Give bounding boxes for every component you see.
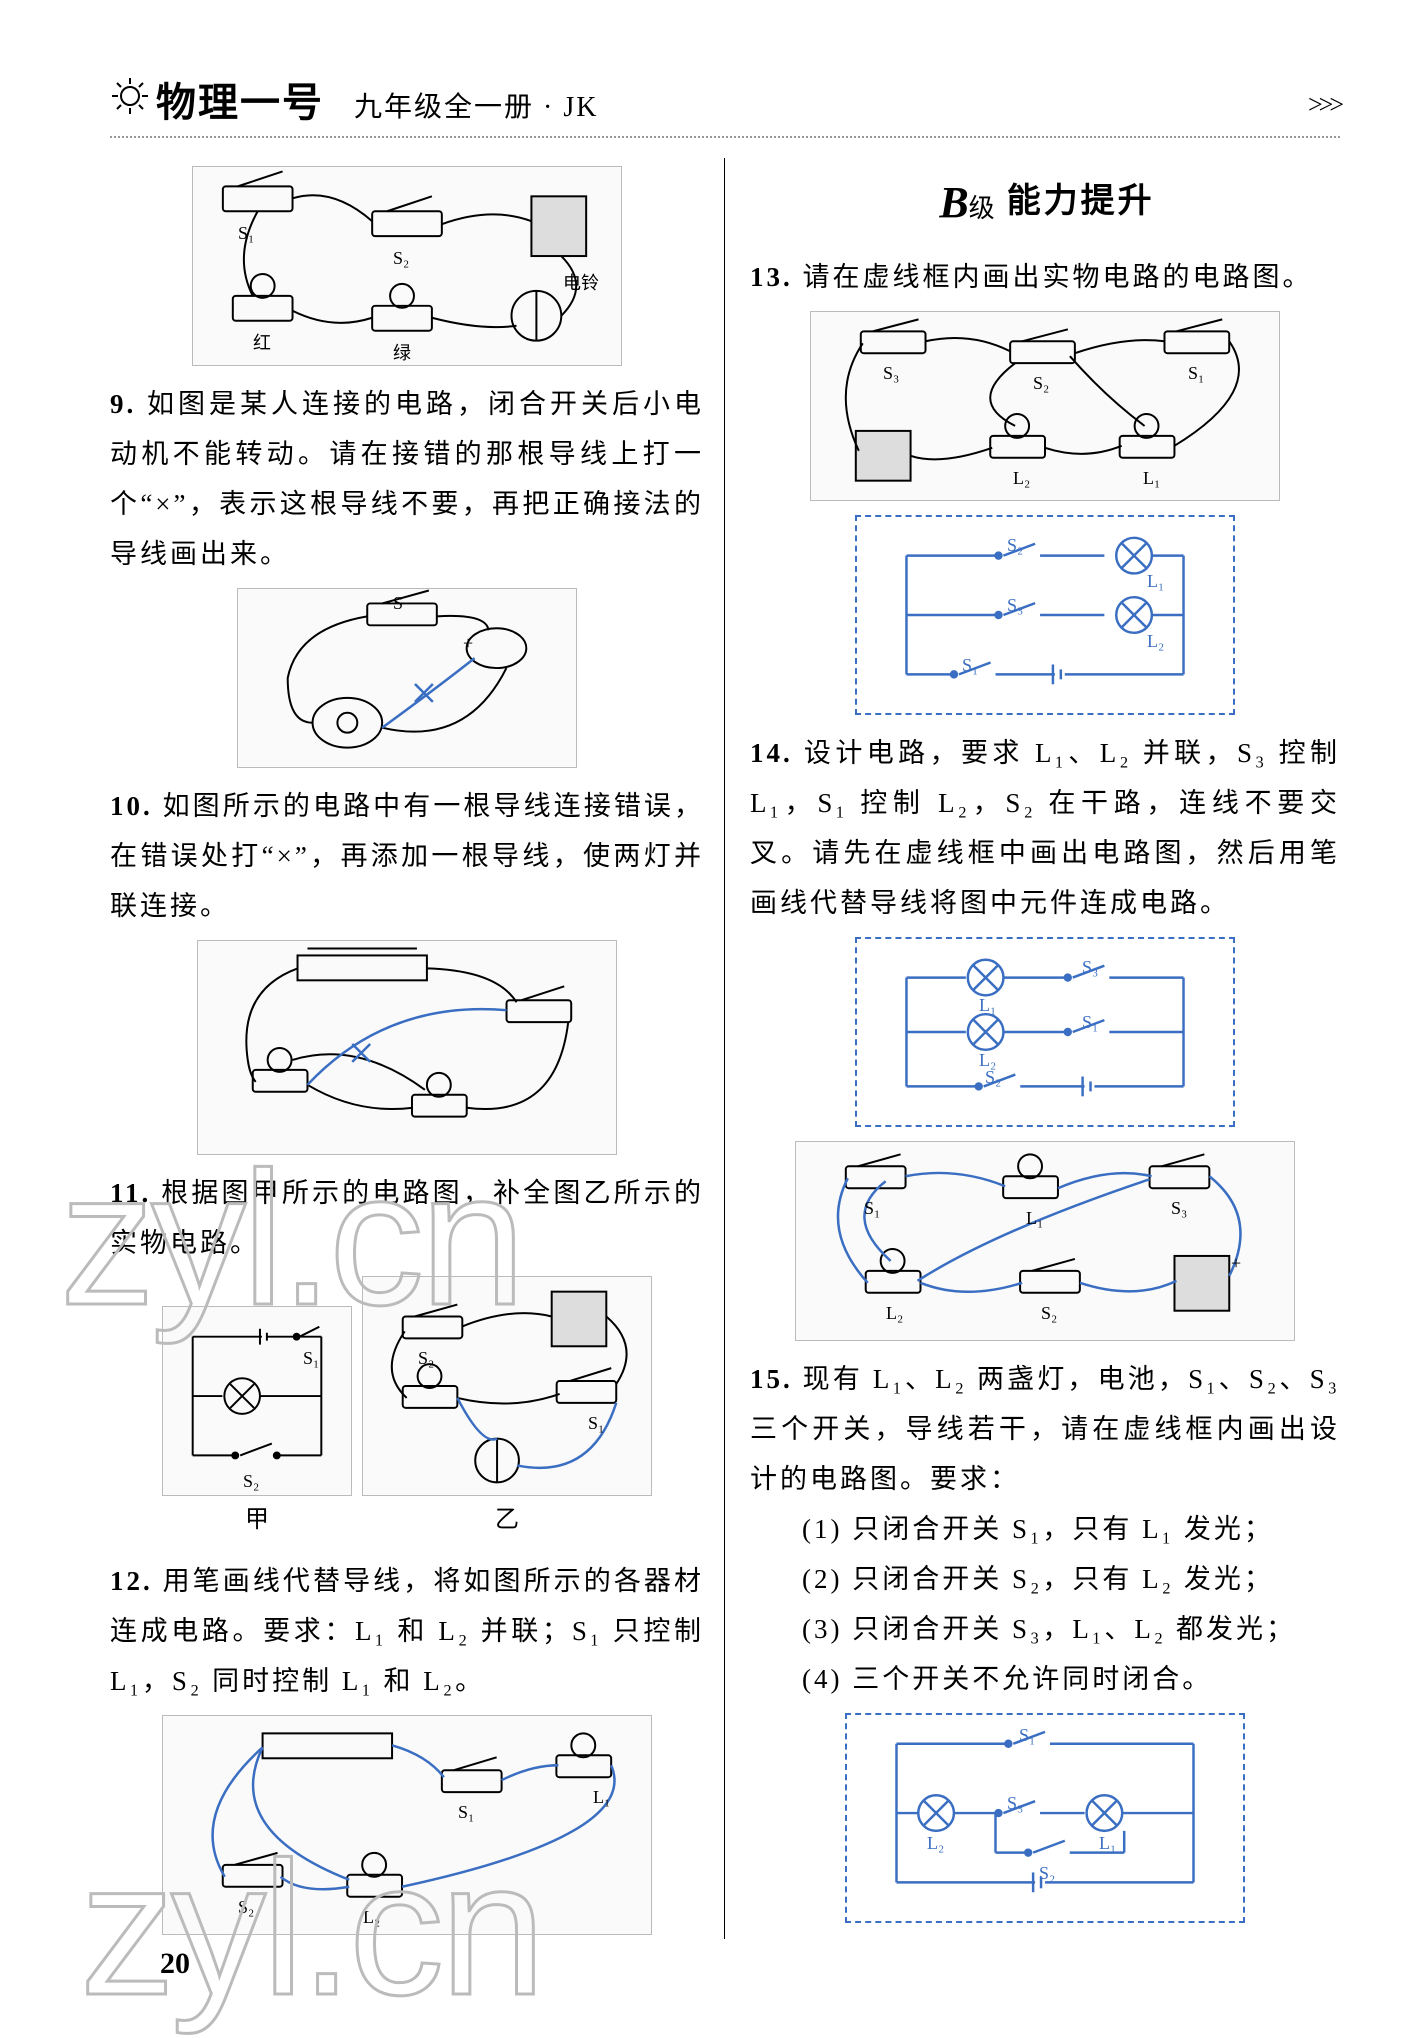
q15-s1: S₁: [1019, 1719, 1035, 1752]
q15-s2: S₂: [1039, 1857, 1055, 1890]
q13b-l1: L₁: [1147, 565, 1164, 598]
q14-text: 设计电路，要求 L₁、L₂ 并联，S₃ 控制 L₁，S₁ 控制 L₂，S₂ 在干…: [750, 738, 1340, 918]
label-s: S: [393, 587, 403, 620]
figure-q13-top: S₃ S₂ S₁ L₂ L₁: [750, 311, 1340, 501]
label-bell: 电铃: [563, 267, 599, 300]
question-10: 10. 如图所示的电路中有一根导线连接错误，在错误处打“×”，再添加一根导线，使…: [110, 782, 704, 932]
q11-text: 根据图甲所示的电路图，补全图乙所示的实物电路。: [110, 1178, 704, 1258]
label-s1: S₁: [238, 217, 254, 250]
q12-l2: L₂: [363, 1901, 380, 1934]
q14t-s2: S₂: [985, 1061, 1001, 1094]
figure-q14-top: L₁ S₃ L₂ S₁ S₂: [750, 937, 1340, 1127]
q12-s1: S₁: [458, 1796, 474, 1829]
q11b-caption: 乙: [362, 1498, 652, 1542]
q14b-s2: S₂: [1041, 1297, 1057, 1330]
q13b-s2: S₂: [1007, 529, 1023, 562]
figure-q14-bot: S₁ L₁ S₃ L₂ S₂ +: [750, 1141, 1340, 1341]
q10-text: 如图所示的电路中有一根导线连接错误，在错误处打“×”，再添加一根导线，使两灯并联…: [110, 791, 704, 921]
q15-text: 现有 L₁、L₂ 两盏灯，电池，S₁、S₂、S₃ 三个开关，导线若干，请在虚线框…: [750, 1364, 1340, 1494]
page: 物理一号 九年级全一册 · JK >>>: [0, 0, 1420, 2031]
q13t-s2: S₂: [1033, 367, 1049, 400]
content-columns: S₁ S₂ 红 绿 电铃 9. 如图是某人连接的电路，闭合开关后小电动机不能转动…: [110, 158, 1340, 1939]
left-column: S₁ S₂ 红 绿 电铃 9. 如图是某人连接的电路，闭合开关后小电动机不能转动…: [110, 158, 725, 1939]
q10-number: 10.: [110, 791, 153, 821]
question-14: 14. 设计电路，要求 L₁、L₂ 并联，S₃ 控制 L₁，S₁ 控制 L₂，S…: [750, 729, 1340, 929]
q11a-caption: 甲: [162, 1498, 352, 1542]
q14t-s1: S₁: [1082, 1006, 1098, 1039]
badge-sub: 级: [969, 194, 995, 223]
label-s2: S₂: [393, 242, 409, 275]
q12-text: 用笔画线代替导线，将如图所示的各器材连成电路。要求：L₁ 和 L₂ 并联；S₁ …: [110, 1566, 704, 1696]
q15-item-2: (2) 只闭合开关 S₂，只有 L₂ 发光；: [750, 1555, 1340, 1605]
badge-b: B: [935, 178, 972, 227]
lightbulb-icon: [110, 76, 150, 116]
q12-l1: L₁: [593, 1781, 610, 1814]
q9-text: 如图是某人连接的电路，闭合开关后小电动机不能转动。请在接错的那根导线上打一个“×…: [110, 389, 704, 569]
q11-number: 11.: [110, 1178, 151, 1208]
q15-item-3: (3) 只闭合开关 S₃，L₁、L₂ 都发光；: [750, 1605, 1340, 1655]
figure-q13-bot: S₂ L₁ S₃ L₂ S₁: [750, 515, 1340, 715]
figure-q11: S₁ S₂ 甲: [110, 1276, 704, 1542]
figure-q9: S +: [110, 588, 704, 768]
q14b-l1: L₁: [1026, 1202, 1043, 1235]
page-header: 物理一号 九年级全一册 · JK: [110, 70, 1340, 138]
q14b-plus: +: [1231, 1247, 1241, 1280]
q11a-s1: S₁: [303, 1342, 319, 1375]
q14b-s1: S₁: [864, 1192, 880, 1225]
q14b-l2: L₂: [886, 1297, 903, 1330]
q15-item-4: (4) 三个开关不允许同时闭合。: [750, 1655, 1340, 1705]
q15-l2: L₂: [927, 1827, 944, 1860]
question-13: 13. 请在虚线框内画出实物电路的电路图。: [750, 253, 1340, 303]
chevron-right-icon: >>>: [1308, 90, 1340, 120]
question-11: 11. 根据图甲所示的电路图，补全图乙所示的实物电路。: [110, 1169, 704, 1269]
q11b-s1: S₁: [588, 1407, 604, 1440]
q13b-l2: L₂: [1147, 625, 1164, 658]
q13t-l2: L₂: [1013, 462, 1030, 495]
section-b-title: 能力提升: [1007, 171, 1155, 234]
book-title: 物理一号: [156, 70, 324, 128]
q15-l1: L₁: [1099, 1827, 1116, 1860]
q14t-l1: L₁: [979, 989, 996, 1022]
question-12: 12. 用笔画线代替导线，将如图所示的各器材连成电路。要求：L₁ 和 L₂ 并联…: [110, 1557, 704, 1707]
q13t-s1: S₁: [1188, 357, 1204, 390]
q14b-s3: S₃: [1171, 1192, 1187, 1225]
figure-top: S₁ S₂ 红 绿 电铃: [110, 166, 704, 366]
q15-s3: S₃: [1007, 1787, 1023, 1820]
q14t-s3: S₃: [1082, 951, 1098, 984]
q13b-s3: S₃: [1007, 589, 1023, 622]
question-9: 9. 如图是某人连接的电路，闭合开关后小电动机不能转动。请在接错的那根导线上打一…: [110, 380, 704, 580]
q13-text: 请在虚线框内画出实物电路的电路图。: [803, 262, 1313, 292]
q13t-s3: S₃: [883, 357, 899, 390]
figure-q10: [110, 940, 704, 1155]
figure-q15: S₁ L₂ S₃ L₁ S₂: [750, 1713, 1340, 1923]
book-subtitle: 九年级全一册 · JK: [354, 85, 598, 125]
q12-number: 12.: [110, 1566, 153, 1596]
label-plus: +: [463, 627, 473, 660]
q13t-l1: L₁: [1143, 462, 1160, 495]
figure-q12: L₁ L₂ S₁ S₂: [110, 1715, 704, 1935]
q13-number: 13.: [750, 262, 793, 292]
q11b-s2: S₂: [418, 1342, 434, 1375]
q13b-s1: S₁: [962, 649, 978, 682]
page-number: 20: [160, 1947, 190, 1981]
right-column: B级 能力提升 13. 请在虚线框内画出实物电路的电路图。: [725, 158, 1340, 1939]
section-b-header: B级 能力提升: [750, 162, 1340, 243]
q14-number: 14.: [750, 738, 793, 768]
q9-number: 9.: [110, 389, 136, 419]
label-green: 绿: [393, 337, 411, 370]
q12-s2: S₂: [238, 1891, 254, 1924]
q15-item-1: (1) 只闭合开关 S₁，只有 L₁ 发光；: [750, 1505, 1340, 1555]
question-15: 15. 现有 L₁、L₂ 两盏灯，电池，S₁、S₂、S₃ 三个开关，导线若干，请…: [750, 1355, 1340, 1505]
q15-number: 15.: [750, 1364, 793, 1394]
label-red: 红: [253, 327, 271, 360]
q11a-s2: S₂: [243, 1465, 259, 1498]
